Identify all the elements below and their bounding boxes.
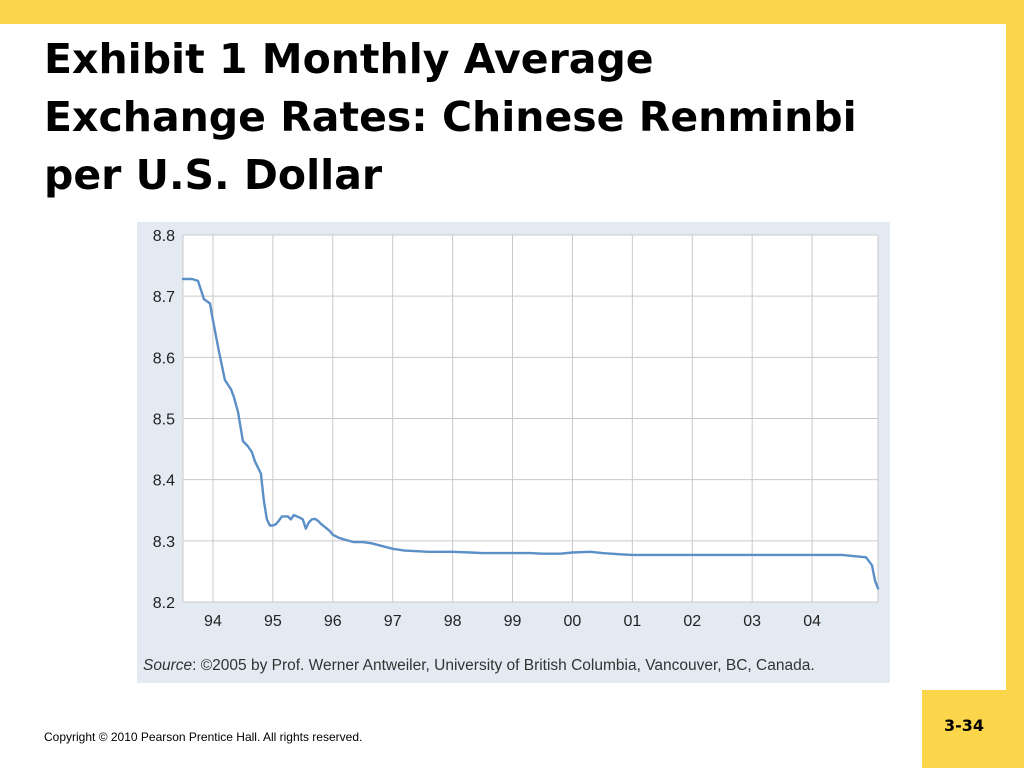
- series-layer: [181, 277, 880, 590]
- x-tick-label: 04: [803, 613, 821, 630]
- chart-source-note: Source: ©2005 by Prof. Werner Antweiler,…: [143, 657, 815, 675]
- slide-title-line-1: Exhibit 1 Monthly Average: [44, 35, 654, 83]
- x-tick-label: 00: [564, 613, 582, 630]
- x-tick-label: 02: [683, 613, 701, 630]
- y-tick-label: 8.4: [153, 473, 175, 490]
- right-accent-bar: [1006, 0, 1024, 768]
- top-accent-bar: [0, 0, 1024, 24]
- x-tick-label: 99: [504, 613, 522, 630]
- chart-canvas: 8.8 8.7 8.6 8.5 8.4 8.3 8.2 94 95 96 97 98 99 00 01 02…: [153, 228, 880, 630]
- slide-title: Exhibit 1 Monthly Average Exchange Rates…: [44, 30, 964, 204]
- y-tick-label: 8.5: [153, 412, 175, 429]
- x-tick-label: 03: [743, 613, 761, 630]
- y-tick-label: 8.6: [153, 350, 175, 367]
- y-tick-label: 8.7: [153, 289, 175, 306]
- x-tick-label: 97: [384, 613, 402, 630]
- slide-title-line-3: per U.S. Dollar: [44, 151, 383, 199]
- source-label: Source: [143, 657, 193, 674]
- y-tick-label: 8.3: [153, 534, 175, 551]
- x-tick-label: 95: [264, 613, 282, 630]
- page-number-badge: 3-34: [922, 690, 1006, 768]
- page-number: 3-34: [943, 716, 985, 735]
- x-tick-label: 94: [204, 613, 222, 630]
- source-text: : ©2005 by Prof. Werner Antweiler, Unive…: [192, 657, 815, 674]
- exchange-rate-chart: 8.8 8.7 8.6 8.5 8.4 8.3 8.2 94 95 96 97 98 99 00 01 02…: [137, 222, 890, 683]
- x-axis: 94 95 96 97 98 99 00 01 02 03 04: [204, 613, 821, 630]
- x-tick-label: 01: [623, 613, 641, 630]
- y-axis: 8.8 8.7 8.6 8.5 8.4 8.3 8.2: [153, 228, 175, 612]
- grid-lines: [182, 234, 879, 603]
- slide-title-line-2: Exchange Rates: Chinese Renminbi: [44, 93, 857, 141]
- x-tick-label: 96: [324, 613, 342, 630]
- y-tick-label: 8.2: [153, 595, 175, 612]
- x-tick-label: 98: [444, 613, 462, 630]
- series-line-exchange-rate: [181, 277, 880, 590]
- y-tick-label: 8.8: [153, 228, 175, 245]
- copyright-notice: Copyright © 2010 Pearson Prentice Hall. …: [44, 730, 363, 744]
